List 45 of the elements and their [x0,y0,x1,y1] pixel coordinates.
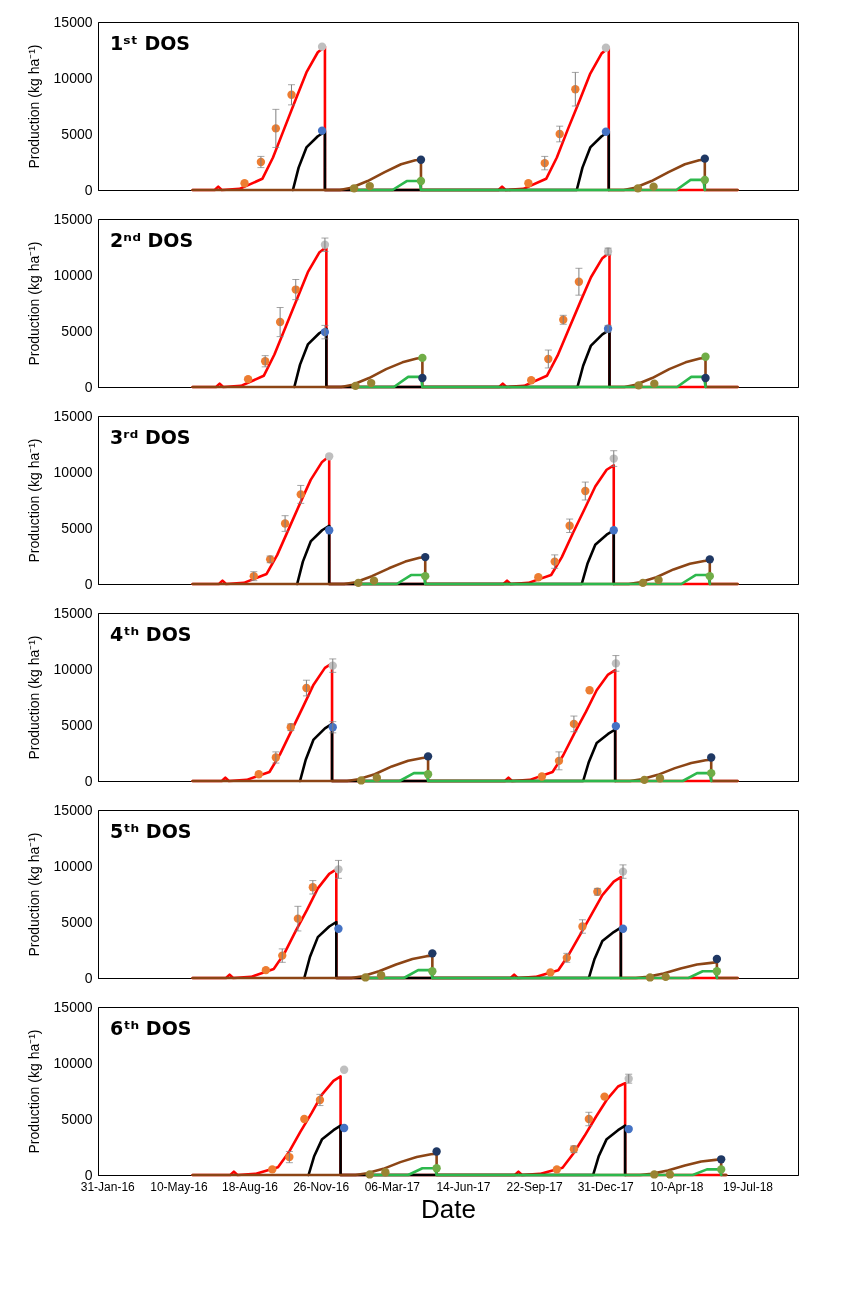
y-tick-label: 0 [84,772,93,789]
y-tick-label: 10000 [53,266,93,283]
y-tick-label: 10000 [53,69,93,86]
y-tick-label: 15000 [53,407,93,424]
y-axis-title: Production (kg ha⁻¹) [25,832,42,957]
text: 1ˢᵗ DOS [110,32,191,54]
y-tick-label: 15000 [53,13,93,30]
text: 4ᵗʰ DOS [110,623,192,645]
y-tick-label: 10000 [53,660,93,677]
y-tick-label: 5000 [61,125,93,142]
y-tick-label: 5000 [61,913,93,930]
y-tick-label: 10000 [53,857,93,874]
x-tick-label: 14-Jun-17 [436,1179,491,1194]
text: 6ᵗʰ DOS [110,1017,192,1039]
y-tick-label: 15000 [53,801,93,818]
y-tick-label: 10000 [53,463,93,480]
y-tick-label: 5000 [61,716,93,733]
text: 5ᵗʰ DOS [110,820,192,842]
y-axis-title: Production (kg ha⁻¹) [25,438,42,563]
y-tick-label: 15000 [53,210,93,227]
y-tick-label: 5000 [61,1110,93,1127]
y-axis-title: Production (kg ha⁻¹) [25,635,42,760]
text: 3ʳᵈ DOS [110,426,191,448]
x-tick-label: 18-Aug-16 [222,1179,279,1194]
x-tick-label: 06-Mar-17 [364,1179,421,1194]
text: 2ⁿᵈ DOS [110,229,194,251]
y-tick-label: 0 [84,378,93,395]
y-tick-label: 10000 [53,1054,93,1071]
y-tick-label: 0 [84,969,93,986]
x-tick-label: 26-Nov-16 [293,1179,350,1194]
y-axis-title: Production (kg ha⁻¹) [25,241,42,366]
y-tick-label: 0 [84,181,93,198]
y-axis-title: Production (kg ha⁻¹) [25,1029,42,1154]
x-tick-label: 31-Dec-17 [577,1179,635,1194]
x-axis-title: Date [421,1193,476,1224]
x-tick-label: 10-May-16 [150,1179,208,1194]
x-tick-label: 19-Jul-18 [722,1179,774,1194]
y-tick-label: 5000 [61,519,93,536]
x-tick-label: 10-Apr-18 [650,1179,704,1194]
y-tick-label: 0 [84,575,93,592]
x-tick-label: 22-Sep-17 [506,1179,563,1194]
y-tick-label: 15000 [53,998,93,1015]
y-tick-label: 5000 [61,322,93,339]
y-tick-label: 15000 [53,604,93,621]
y-axis-title: Production (kg ha⁻¹) [25,44,42,169]
